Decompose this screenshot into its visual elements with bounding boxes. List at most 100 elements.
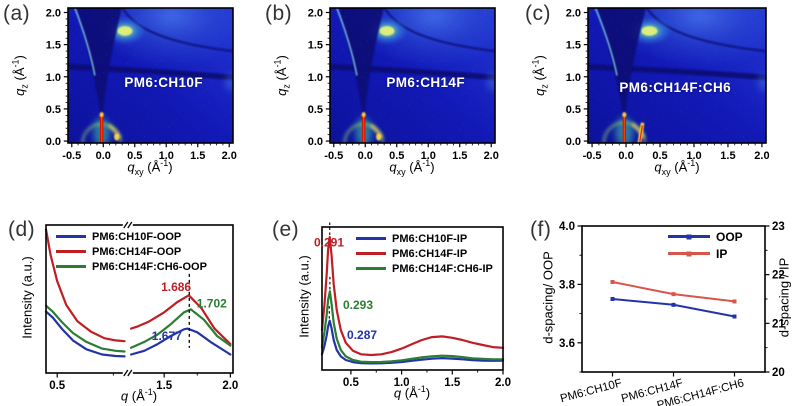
svg-text:1.5: 1.5 [190,150,205,162]
svg-text:1.5: 1.5 [156,380,173,392]
legend-swatch [356,237,386,240]
panel-letter-b: (b) [265,2,293,25]
svg-text:0.293: 0.293 [343,298,373,312]
left-axis-label-f: d-spacing/ OOP [540,251,556,344]
svg-text:2.0: 2.0 [495,377,511,389]
legend-ip: PM6:CH10F-IP PM6:CH14F-IP PM6:CH14F:CH6-IP [356,231,493,276]
svg-text:0.5: 0.5 [308,104,323,116]
svg-text:2.0: 2.0 [46,8,61,20]
legend-item: PM6:CH14F:CH6-OOP [56,259,207,274]
svg-text:1.5: 1.5 [452,150,467,162]
panel-b: (b) -0.5 0.0 0.5 1.0 1.5 2.0 0.0 0.5 1.0 1.5 2.0 P… [260,0,520,200]
x-axis-label-c: qxy (Å-1) [654,158,700,177]
panel-letter-e: (e) [272,218,300,241]
giwaxs-plot-c: -0.5 0.0 0.5 1.0 1.5 2.00.00.51.01.52.0 [566,7,770,162]
panel-letter-d: (d) [8,218,36,241]
svg-text:0.5: 0.5 [343,377,360,389]
svg-text:1.5: 1.5 [566,40,581,52]
legend-swatch [356,252,386,255]
legend-swatch [56,235,86,238]
svg-text:-0.5: -0.5 [62,150,81,162]
svg-text:0.0: 0.0 [566,136,581,148]
panel-c: (c) -0.5 0.0 0.5 1.0 1.5 2.0 0.0 0.5 1.0 1.5 2.0 P… [520,0,799,200]
svg-text:0.5: 0.5 [49,380,66,392]
svg-text:20: 20 [772,367,785,379]
x-axis-label-d: q (Å-1) [120,387,158,404]
right-axis-label-f: d-spacing / IP [776,257,792,338]
svg-text:4.0: 4.0 [559,221,575,233]
svg-text:1.5: 1.5 [720,150,735,162]
legend-label: PM6:CH10F-IP [392,232,468,245]
svg-text:3.6: 3.6 [559,338,575,350]
svg-text:1.0: 1.0 [46,72,61,84]
legend-marker [686,234,692,239]
svg-text:0.0: 0.0 [308,136,323,148]
svg-text:1.0: 1.0 [421,150,436,162]
x-axis-label-e: q (Å-1) [393,384,431,401]
d-spacing-chart: 3.63.84.020212223PM6:CH10FPM6:CH14FPM6:C… [559,221,785,406]
svg-text:1.0: 1.0 [308,72,323,84]
svg-text:0.5: 0.5 [389,150,404,162]
y-axis-label-d: Intensity (a.u.) [19,256,35,339]
legend-label: PM6:CH14F-IP [392,247,468,260]
svg-text:0.287: 0.287 [347,328,377,342]
svg-text:PM6:CH10F: PM6:CH10F [559,377,623,405]
y-axis-label-b: qz (Å-1) [272,55,292,96]
legend-item: PM6:CH14F-OOP [56,244,207,259]
svg-text:2.0: 2.0 [308,8,323,20]
panel-a: (a) -0.5 0.0 0.5 1.0 1.5 2.0 0.0 0.5 1.0 1.5 2.0 P… [0,0,260,200]
legend-dspacing: OOP IP [668,228,743,262]
x-axis-label-a: qxy (Å-1) [127,158,173,177]
svg-text:0.0: 0.0 [96,150,111,162]
legend-swatch [56,265,86,268]
legend-item: PM6:CH14F-IP [356,246,493,261]
ip-profile-chart: 0.5 1.0 1.5 2.0 0.291 0.293 0.287 [314,221,511,389]
svg-text:0.5: 0.5 [127,150,142,162]
sample-label-b: PM6:CH14F [386,74,465,90]
legend-label: PM6:CH14F:CH6-OOP [92,260,207,273]
legend-item: PM6:CH14F:CH6-IP [356,261,493,276]
svg-text:3.8: 3.8 [559,279,576,291]
svg-text:2.0: 2.0 [222,380,238,392]
panel-letter-a: (a) [3,2,31,25]
legend-item: PM6:CH10F-IP [356,231,493,246]
legend-label: IP [716,246,728,261]
svg-text:1.5: 1.5 [308,40,323,52]
svg-text:1.702: 1.702 [197,296,227,310]
giwaxs-plot-b: -0.5 0.0 0.5 1.0 1.5 2.00.00.51.01.52.0 [308,7,499,162]
sample-label-c: PM6:CH14F:CH6 [619,80,732,95]
x-axis-label-b: qxy (Å-1) [389,158,435,177]
y-axis-label-c: qz (Å-1) [530,55,550,96]
y-axis-label-a: qz (Å-1) [10,55,30,96]
svg-text:1.5: 1.5 [444,377,461,389]
svg-text:21: 21 [772,318,785,330]
svg-text:1.0: 1.0 [686,150,701,162]
legend-swatch [56,250,86,253]
sample-label-a: PM6:CH10F [124,74,203,90]
legend-marker [686,251,692,256]
svg-text:23: 23 [772,221,785,233]
svg-text:1.0: 1.0 [566,72,581,84]
panel-f: (f) 3.6 3.8 4.0 20 21 22 23 PM6:CH10F PM6:CH14F P… [520,200,799,406]
svg-text:1.677: 1.677 [152,329,182,343]
legend-label: PM6:CH10F-OOP [92,230,182,243]
svg-text:2.0: 2.0 [222,150,237,162]
svg-text:0.0: 0.0 [618,150,633,162]
panel-e: (e) 0.5 1.0 1.5 2.0 0.291 0.293 0.287 PM6:CH10… [260,200,520,406]
panel-d: (d) 0.5 1.5 2.0 1.686 1.702 1.677 PM6:CH10F-O… [0,200,260,406]
legend-swatch [668,251,710,256]
legend-item: IP [668,245,743,262]
legend-label: PM6:CH14F:CH6-IP [392,262,493,275]
legend-oop: PM6:CH10F-OOP PM6:CH14F-OOP PM6:CH14F:CH6-… [56,229,207,274]
legend-swatch [356,267,386,270]
legend-label: OOP [716,229,743,244]
legend-item: OOP [668,228,743,245]
svg-text:0.0: 0.0 [358,150,373,162]
svg-text:2.0: 2.0 [566,8,581,20]
svg-text:1.5: 1.5 [46,40,61,52]
svg-text:0.5: 0.5 [652,150,667,162]
legend-swatch [668,234,710,239]
svg-text:0.5: 0.5 [46,104,61,116]
giwaxs-plot-a: -0.5 0.0 0.5 1.0 1.5 2.00.00.51.01.52.0 [46,7,237,162]
